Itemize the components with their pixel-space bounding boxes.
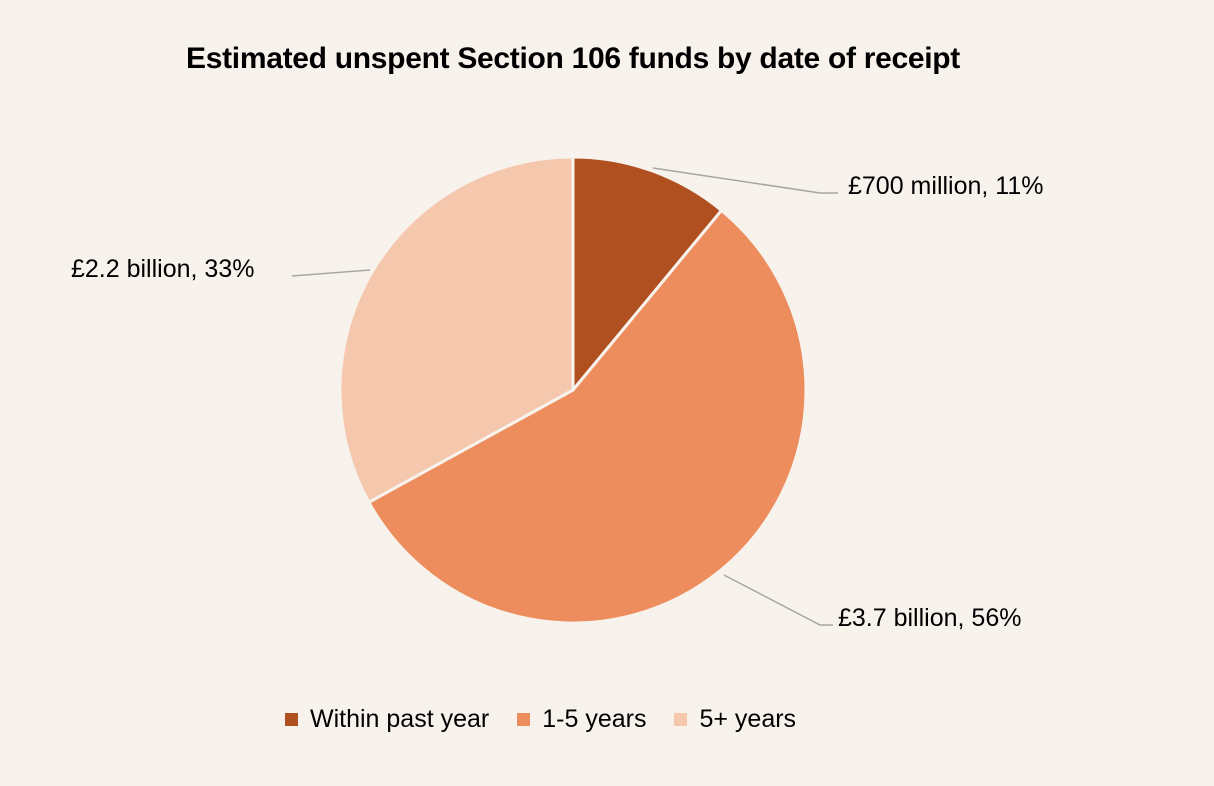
legend-swatch-icon	[285, 713, 298, 726]
chart-title: Estimated unspent Section 106 funds by d…	[186, 42, 960, 75]
pie-slices	[338, 155, 808, 625]
leader-line-within-past-year	[652, 167, 838, 194]
data-label-within-past-year: £700 million, 11%	[848, 172, 1044, 200]
legend-item-five-plus: 5+ years	[674, 705, 796, 734]
legend-label: Within past year	[310, 705, 490, 733]
legend-label: 1-5 years	[542, 705, 647, 733]
pie-slice-within-past-year	[571, 155, 724, 392]
legend-item-within-past-year: Within past year	[285, 705, 489, 734]
legend-label: 5+ years	[699, 705, 797, 733]
leader-line-five-plus	[291, 269, 371, 277]
pie-slice-five-plus	[338, 155, 575, 504]
legend-swatch-icon	[674, 713, 688, 726]
leader-lines	[291, 167, 838, 626]
pie-slice-one-to-five	[367, 208, 808, 625]
data-label-one-to-five: £3.7 billion, 56%	[838, 604, 1022, 632]
data-label-five-plus: £2.2 billion, 33%	[71, 255, 255, 283]
leader-line-one-to-five	[723, 574, 833, 626]
legend: Within past year 1-5 years 5+ years	[285, 705, 824, 734]
legend-swatch-icon	[517, 713, 531, 726]
legend-item-one-to-five: 1-5 years	[517, 705, 646, 734]
